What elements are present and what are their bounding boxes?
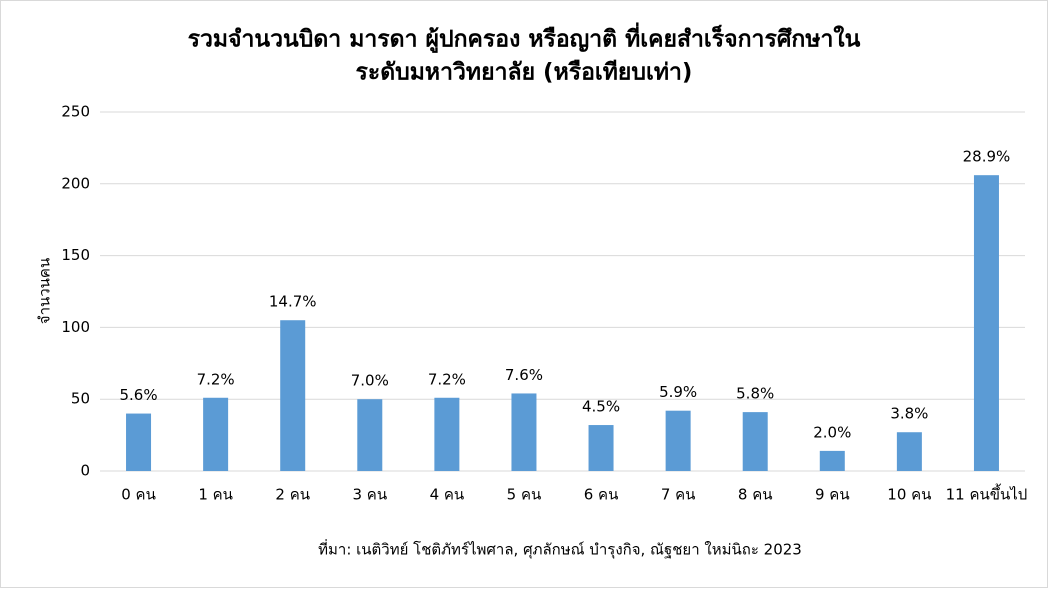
x-tick-label: 6 คน (584, 486, 619, 504)
value-label: 7.2% (197, 370, 235, 388)
y-tick-label: 50 (71, 390, 90, 408)
value-label: 3.8% (890, 405, 928, 423)
x-tick-label: 4 คน (430, 486, 465, 504)
bar (973, 175, 999, 471)
x-tick-label: 3 คน (352, 486, 387, 504)
bar (126, 413, 152, 471)
bar (203, 397, 229, 471)
x-tick-label: 5 คน (507, 486, 542, 504)
bar (511, 393, 537, 471)
value-label: 7.0% (351, 372, 389, 390)
x-tick-label: 2 คน (275, 486, 310, 504)
value-label: 5.8% (736, 385, 774, 403)
bar (819, 450, 845, 471)
value-label: 14.7% (269, 293, 317, 311)
x-tick-label: 0 คน (121, 486, 156, 504)
value-label: 7.2% (428, 370, 466, 388)
bar (665, 410, 691, 471)
y-tick-label: 200 (61, 174, 90, 192)
bar (588, 425, 614, 471)
value-label: 2.0% (813, 423, 851, 441)
chart-title: รวมจำนวนบิดา มารดา ผู้ปกครอง หรือญาติ ที… (188, 22, 861, 54)
value-label: 4.5% (582, 398, 620, 416)
x-tick-label: 9 คน (815, 486, 850, 504)
x-tick-label: 7 คน (661, 486, 696, 504)
y-tick-label: 150 (61, 246, 90, 264)
bar (896, 432, 922, 471)
value-label: 5.6% (119, 386, 157, 404)
source-note: ที่มา: เนติวิทย์ โชติภัทร์ไพศาล, ศุภลักษ… (318, 539, 802, 560)
y-tick-label: 0 (80, 462, 90, 480)
y-tick-label: 250 (61, 103, 90, 121)
bar (434, 397, 460, 471)
x-tick-label: 8 คน (738, 486, 773, 504)
x-tick-label: 1 คน (198, 486, 233, 504)
x-tick-label: 10 คน (887, 486, 931, 504)
y-axis-label: จำนวนคน (36, 258, 54, 324)
bar (280, 320, 306, 471)
bar (742, 412, 768, 471)
y-tick-label: 100 (61, 318, 90, 336)
bar (357, 399, 383, 471)
value-label: 7.6% (505, 366, 543, 384)
chart-title: ระดับมหาวิทยาลัย (หรือเทียบเท่า) (356, 60, 693, 86)
x-tick-label: 11 คนขึ้นไป (946, 484, 1028, 504)
value-label: 5.9% (659, 383, 697, 401)
value-label: 28.9% (963, 148, 1011, 166)
